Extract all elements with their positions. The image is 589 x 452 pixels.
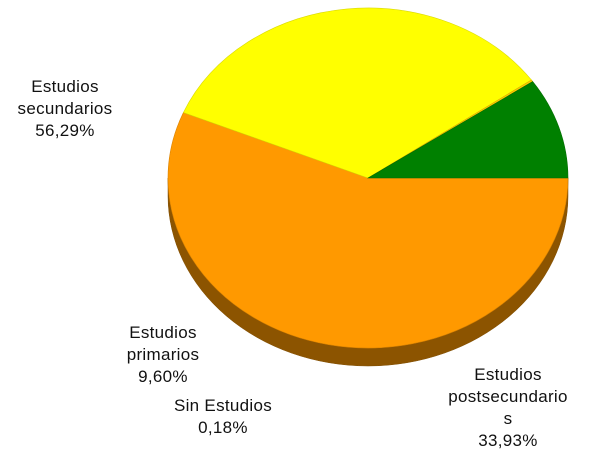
label-estudios-primarios: Estudios primarios 9,60% bbox=[108, 322, 218, 388]
pie-slice-estudios-postsecundarios bbox=[182, 7, 532, 179]
label-estudios-postsecundarios: Estudios postsecundario s 33,93% bbox=[438, 364, 578, 452]
label-secundarios-line1: Estudios bbox=[31, 77, 99, 96]
label-post-line2: postsecundario bbox=[448, 387, 568, 406]
label-post-line3: s bbox=[503, 409, 513, 428]
pie-slice-estudios-primarios bbox=[366, 81, 569, 179]
label-sin-line1: Sin Estudios bbox=[173, 396, 273, 415]
label-secundarios-line2: secundarios bbox=[17, 99, 113, 118]
label-primarios-pct: 9,60% bbox=[138, 367, 188, 386]
label-primarios-line1: Estudios bbox=[129, 323, 197, 342]
label-post-pct: 33,93% bbox=[478, 431, 538, 450]
pie-tops bbox=[167, 7, 569, 349]
label-estudios-secundarios: Estudios secundarios 56,29% bbox=[0, 76, 130, 142]
label-sin-estudios: Sin Estudios 0,18% bbox=[158, 395, 288, 439]
pie-slice-estudios-secundarios bbox=[167, 112, 569, 349]
label-primarios-line2: primarios bbox=[126, 345, 200, 364]
label-secundarios-pct: 56,29% bbox=[35, 121, 95, 140]
label-post-line1: Estudios bbox=[474, 365, 542, 384]
label-sin-pct: 0,18% bbox=[198, 418, 248, 437]
